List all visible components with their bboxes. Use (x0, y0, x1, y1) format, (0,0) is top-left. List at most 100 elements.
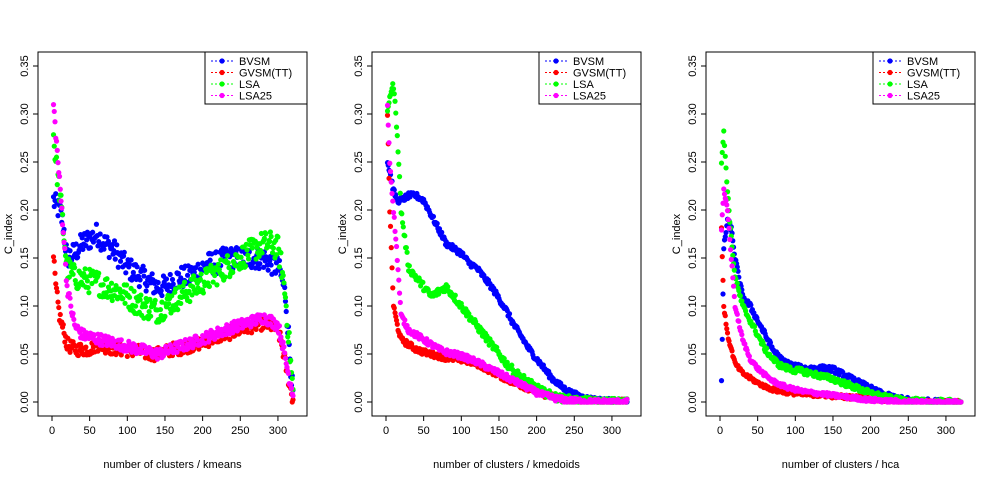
data-point (120, 296, 126, 302)
legend-marker (887, 58, 893, 64)
data-point (267, 229, 274, 235)
data-point (52, 270, 58, 276)
legend-marker (887, 81, 893, 87)
y-tick-label: 0.15 (353, 247, 365, 268)
data-point (61, 239, 67, 245)
data-point (282, 298, 289, 304)
data-point (67, 349, 73, 355)
series-lsa (50, 132, 296, 393)
series-lsa25 (718, 186, 964, 405)
data-point (721, 191, 728, 197)
data-point (71, 316, 77, 323)
data-point (59, 222, 66, 228)
data-point (734, 280, 740, 286)
y-tick-label: 0.05 (687, 343, 699, 364)
data-point (54, 289, 60, 295)
data-point (200, 290, 206, 296)
data-point (737, 293, 743, 299)
data-point (404, 249, 410, 255)
data-point (59, 205, 65, 211)
data-point (222, 274, 228, 280)
data-point (85, 284, 91, 291)
data-point (270, 245, 277, 251)
data-point (155, 279, 161, 286)
data-point (146, 309, 152, 315)
data-point (59, 211, 66, 218)
data-point (399, 211, 405, 217)
data-point (224, 253, 231, 259)
data-point (283, 303, 289, 309)
data-point (399, 220, 406, 226)
data-point (267, 238, 273, 245)
points-layer (384, 81, 630, 405)
data-point (121, 249, 127, 255)
data-point (393, 124, 400, 130)
plot-frame (705, 51, 976, 417)
data-point (288, 385, 295, 391)
data-point (390, 210, 397, 216)
y-tick-label: 0.00 (353, 391, 365, 412)
data-point (263, 231, 269, 237)
legend-label: LSA25 (573, 91, 606, 103)
data-point (389, 190, 395, 197)
data-point (281, 280, 287, 286)
y-tick-label: 0.30 (19, 103, 31, 124)
data-point (104, 276, 110, 282)
data-point (147, 296, 153, 302)
data-point (67, 248, 73, 254)
data-point (90, 229, 96, 235)
y-tick-label: 0.10 (687, 295, 699, 316)
data-point (390, 81, 396, 87)
data-point (143, 288, 149, 294)
data-point (397, 299, 403, 306)
data-point (210, 279, 216, 285)
data-point (80, 246, 86, 253)
chart-panel-2: 0 50 100 150 200 250 300 0.00 0.05 0.10 0.15 0.20 0.… (337, 51, 642, 471)
data-point (393, 317, 400, 323)
data-point (71, 265, 78, 271)
data-point (392, 98, 398, 104)
data-point (215, 261, 222, 267)
data-point (273, 252, 280, 258)
data-point (736, 288, 742, 294)
data-point (396, 161, 402, 167)
data-point (55, 160, 61, 166)
data-point (404, 322, 410, 329)
data-point (230, 269, 236, 275)
data-point (728, 256, 734, 263)
data-point (238, 254, 244, 260)
data-point (89, 280, 95, 287)
data-point (719, 149, 725, 156)
x-tick-label: 0 (383, 425, 389, 437)
data-point (280, 339, 286, 345)
data-point (169, 276, 176, 283)
data-point (402, 233, 408, 239)
data-point (420, 279, 426, 285)
data-point (214, 282, 220, 288)
data-point (391, 91, 397, 97)
data-point (276, 330, 282, 336)
data-point (724, 202, 730, 208)
data-point (395, 267, 401, 273)
data-point (56, 173, 63, 180)
data-point (506, 311, 513, 317)
data-point (731, 293, 737, 300)
data-point (731, 267, 737, 273)
data-point (742, 341, 748, 347)
data-point (288, 381, 294, 387)
data-point (190, 273, 197, 279)
y-tick-label: 0.05 (353, 343, 365, 364)
data-point (244, 247, 250, 253)
data-point (170, 281, 176, 287)
data-point (124, 353, 130, 360)
y-tick-label: 0.10 (19, 295, 31, 316)
legend-label: LSA (239, 79, 260, 91)
data-point (394, 321, 400, 327)
data-point (51, 143, 57, 149)
x-tick-label: 50 (84, 425, 96, 437)
points-layer (718, 128, 964, 405)
data-point (718, 160, 725, 166)
x-axis-label: number of clusters / hca (782, 459, 900, 471)
data-point (396, 174, 403, 180)
